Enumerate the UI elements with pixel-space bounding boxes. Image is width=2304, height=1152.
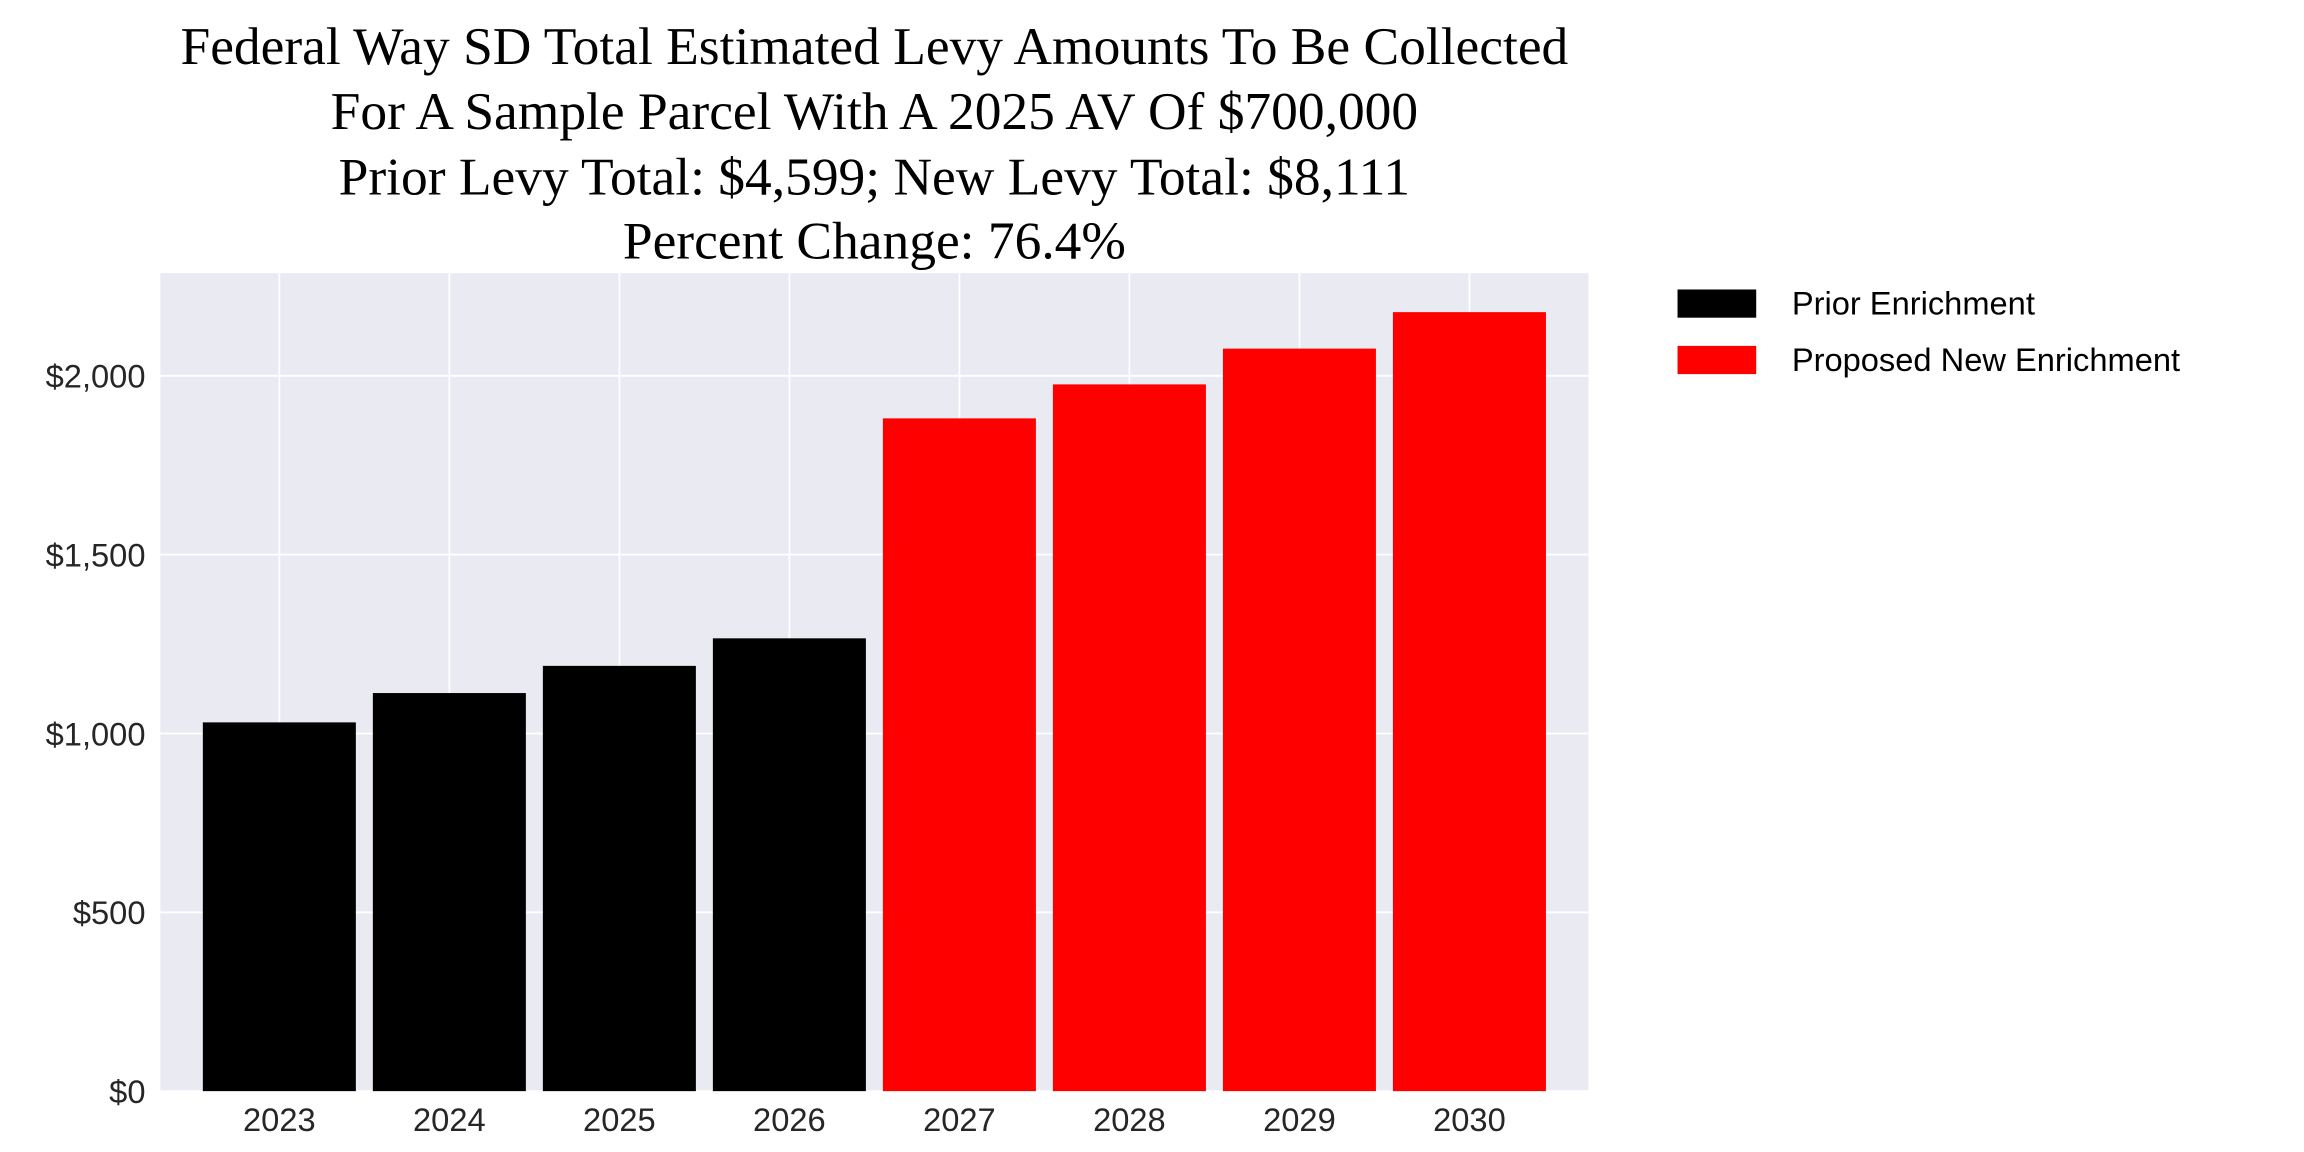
bar-2030 (1392, 312, 1546, 1092)
legend-swatch-prior (1677, 289, 1757, 318)
x-tick-label: 2029 (1263, 1101, 1336, 1138)
legend-swatch-proposed (1677, 345, 1757, 375)
bars (202, 312, 1546, 1092)
x-tick-label: 2026 (753, 1101, 826, 1138)
legend-label-prior: Prior Enrichment (1792, 285, 2035, 322)
bar-2023 (202, 722, 356, 1092)
bar-2029 (1222, 348, 1376, 1092)
y-tick-label: $0 (109, 1073, 145, 1110)
x-axis: 2023 2024 2025 2026 2027 2028 2029 2030 (243, 1101, 1506, 1138)
title-line-3: Prior Levy Total: $4,599; New Levy Total… (339, 146, 1411, 206)
title-line-4: Percent Change: 76.4% (623, 210, 1126, 270)
bar-2025 (542, 665, 696, 1092)
y-tick-label: $1,500 (46, 537, 146, 574)
title-line-1: Federal Way SD Total Estimated Levy Amou… (180, 16, 1568, 76)
x-tick-label: 2027 (923, 1101, 996, 1138)
bar-2024 (372, 693, 526, 1092)
y-tick-label: $500 (73, 894, 146, 931)
bar-2027 (882, 418, 1036, 1092)
title-line-2: For A Sample Parcel With A 2025 AV Of $7… (331, 81, 1418, 141)
y-tick-label: $1,000 (46, 715, 146, 752)
x-tick-label: 2024 (413, 1101, 486, 1138)
x-tick-label: 2030 (1433, 1101, 1506, 1138)
bar-2026 (712, 638, 866, 1092)
x-tick-label: 2023 (243, 1101, 316, 1138)
x-tick-label: 2028 (1093, 1101, 1166, 1138)
legend: Prior Enrichment Proposed New Enrichment (1677, 285, 2180, 378)
y-tick-label: $2,000 (46, 358, 146, 395)
y-axis: $0 $500 $1,000 $1,500 $2,000 (46, 358, 146, 1110)
legend-label-proposed: Proposed New Enrichment (1792, 341, 2180, 378)
chart-title: Federal Way SD Total Estimated Levy Amou… (180, 16, 1568, 270)
bar-2028 (1052, 384, 1206, 1092)
x-tick-label: 2025 (583, 1101, 656, 1138)
